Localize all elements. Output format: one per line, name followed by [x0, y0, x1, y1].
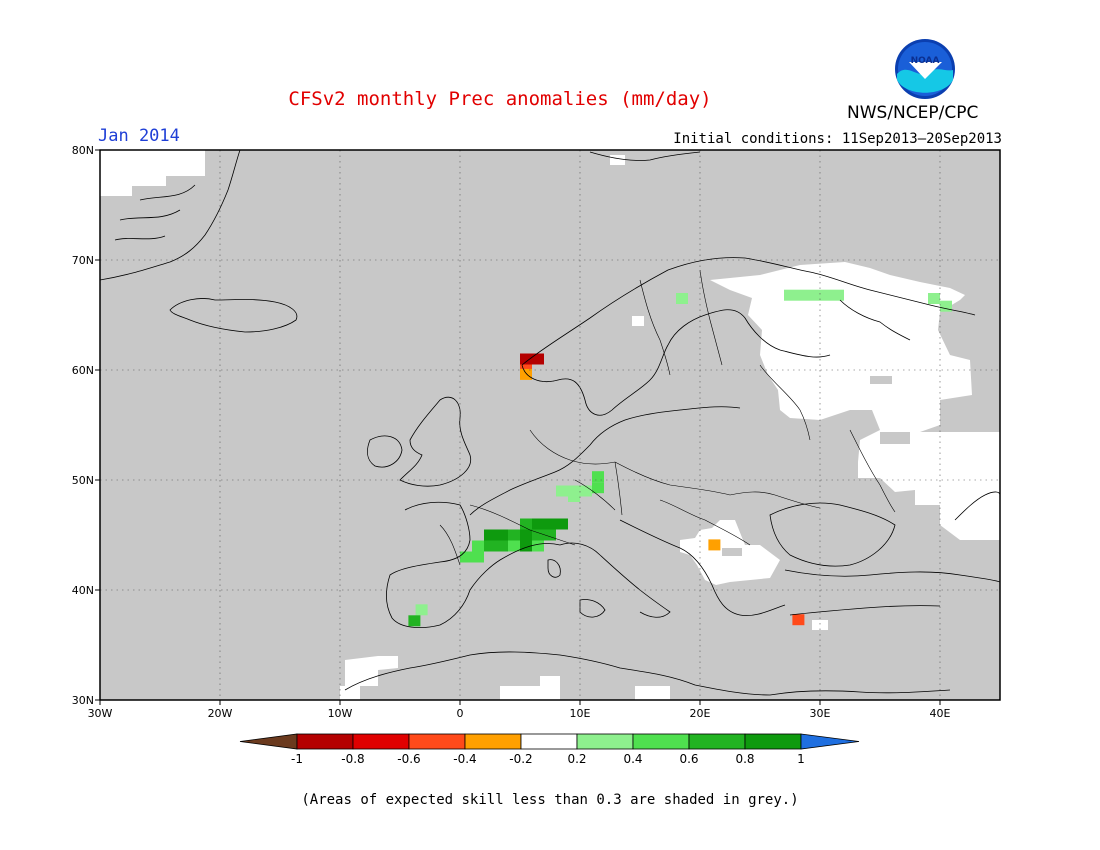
- anomaly-cell: [808, 289, 820, 301]
- anomaly-cell: [415, 604, 428, 616]
- y-tick-label: 70N: [72, 254, 94, 267]
- anomaly-cell: [580, 485, 592, 497]
- coastlines: [100, 150, 1000, 696]
- colorbar-segment: [464, 733, 522, 750]
- y-tick-label: 40N: [72, 584, 94, 597]
- anomaly-cell: [408, 615, 421, 627]
- x-tick-label: 10E: [570, 707, 591, 720]
- anomaly-cell: [460, 551, 472, 563]
- x-tick-label: 30E: [810, 707, 831, 720]
- valid-month: Jan 2014: [98, 126, 180, 146]
- colorbar-label: 0.6: [679, 752, 698, 766]
- anomaly-cell: [484, 540, 496, 552]
- x-tick-label: 0: [457, 707, 464, 720]
- anomaly-cell: [532, 540, 544, 552]
- anomaly-cells: [408, 289, 952, 627]
- noaa-logo: NOAA: [895, 39, 955, 99]
- colorbar-segment: [632, 733, 690, 750]
- anomaly-cell: [928, 293, 940, 304]
- colorbar-segment: [296, 733, 354, 750]
- anomaly-cell: [508, 540, 520, 552]
- anomaly-cell: [472, 540, 484, 552]
- anomaly-cell: [556, 485, 568, 497]
- colorbar: -1 -0.8 -0.6 -0.4 -0.2 0.2 0.4 0.6 0.8 1: [239, 733, 860, 766]
- map-frame: [99, 149, 1001, 701]
- y-tick-label: 50N: [72, 474, 94, 487]
- initial-conditions: Initial conditions: 11Sep2013–20Sep2013: [673, 131, 1002, 147]
- anomaly-cell: [520, 518, 532, 530]
- anomaly-cell: [940, 300, 952, 312]
- anomaly-cell: [568, 491, 580, 502]
- x-tick-label: 10W: [328, 707, 353, 720]
- colorbar-label: -0.6: [397, 752, 420, 766]
- colorbar-min-arrow: [239, 733, 298, 750]
- y-tick-label: 80N: [72, 144, 94, 157]
- skill-white-areas: [100, 150, 1000, 700]
- colorbar-segment: [408, 733, 466, 750]
- anomaly-cell: [796, 289, 808, 301]
- colorbar-label: 0.8: [735, 752, 754, 766]
- anomaly-cell: [820, 289, 832, 301]
- anomaly-cell: [592, 471, 604, 483]
- colorbar-max-arrow: [800, 733, 860, 750]
- graticule: [100, 150, 1000, 700]
- anomaly-cell: [532, 518, 544, 530]
- x-tick-label: 40E: [930, 707, 951, 720]
- map-title: CFSv2 monthly Prec anomalies (mm/day): [288, 88, 712, 110]
- anomaly-cell: [676, 293, 688, 304]
- anomaly-cell: [544, 529, 556, 541]
- anomaly-cell: [496, 529, 508, 541]
- anomaly-cell: [484, 529, 496, 541]
- anomaly-cell: [832, 289, 844, 301]
- y-tick-label: 30N: [72, 694, 94, 707]
- footer-note: (Areas of expected skill less than 0.3 a…: [301, 792, 799, 808]
- colorbar-segment: [520, 733, 578, 750]
- colorbar-label: 1: [797, 752, 805, 766]
- anomaly-cell: [520, 529, 532, 541]
- agency-label: NWS/NCEP/CPC: [847, 103, 979, 123]
- anomaly-cell: [532, 353, 544, 365]
- anomaly-cell: [472, 551, 484, 563]
- anomaly-cell: [556, 518, 568, 530]
- anomaly-cell: [784, 289, 796, 301]
- anomaly-cell: [532, 529, 544, 541]
- colorbar-label: -0.4: [453, 752, 476, 766]
- map-axes: 30W 20W 10W 0 10E 20E 30E 40E 30N 40N 50N 60N 70N 80N: [72, 144, 951, 720]
- skill-mask-grey: [100, 150, 1000, 700]
- x-tick-label: 30W: [88, 707, 113, 720]
- x-tick-label: 20W: [208, 707, 233, 720]
- anomaly-cell: [592, 482, 604, 494]
- colorbar-segment: [352, 733, 410, 750]
- colorbar-label: 0.2: [567, 752, 586, 766]
- anomaly-cell: [792, 614, 805, 626]
- country-borders: [439, 269, 896, 566]
- y-tick-label: 60N: [72, 364, 94, 377]
- anomaly-cell: [520, 368, 532, 380]
- anomaly-cell: [708, 539, 721, 551]
- x-tick-label: 20E: [690, 707, 711, 720]
- anomaly-cell: [496, 540, 508, 552]
- anomaly-cell: [508, 529, 520, 541]
- colorbar-label: -1: [291, 752, 303, 766]
- colorbar-segment: [576, 733, 634, 750]
- colorbar-label: -0.8: [341, 752, 364, 766]
- colorbar-label: -0.2: [509, 752, 532, 766]
- colorbar-label: 0.4: [623, 752, 642, 766]
- anomaly-cell: [520, 353, 532, 365]
- logo-text: NOAA: [911, 56, 940, 66]
- colorbar-segment: [744, 733, 802, 750]
- anomaly-cell: [544, 518, 556, 530]
- anomaly-cell: [520, 540, 532, 552]
- colorbar-segment: [688, 733, 746, 750]
